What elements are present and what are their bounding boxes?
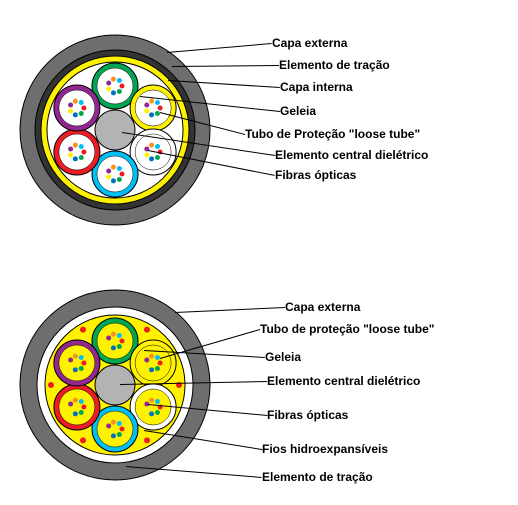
diagram-label: Fibras ópticas [267,408,348,422]
diagram-label: Geleia [265,350,301,364]
diagram-label: Tubo de proteção "loose tube" [260,322,435,336]
cable-cross-section-bottom [18,288,212,482]
diagram-label: Tubo de Proteção "loose tube" [245,127,420,141]
cable-cross-section-top [18,33,212,227]
diagram-label: Capa externa [272,36,347,50]
diagram-label: Elemento de tração [262,470,373,484]
diagram-label: Geleia [280,104,316,118]
diagram-label: Fios hidroexpansíveis [262,442,388,456]
diagram-label: Elemento central dielétrico [275,148,428,162]
diagram-label: Capa externa [285,300,360,314]
diagram-label: Elemento de tração [279,58,390,72]
diagram-label: Fibras ópticas [275,168,356,182]
diagram-label: Capa interna [280,80,353,94]
diagram-label: Elemento central dielétrico [267,374,420,388]
leader-line [172,65,279,67]
